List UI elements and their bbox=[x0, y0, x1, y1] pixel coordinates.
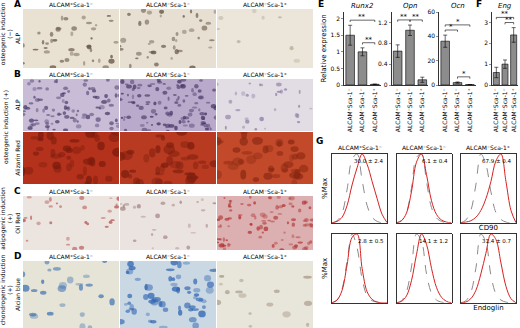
html-text:E: E bbox=[318, 0, 325, 9]
html-text:A: A bbox=[14, 0, 21, 9]
svg-text:0: 0 bbox=[336, 81, 340, 88]
svg-text:Endoglin: Endoglin bbox=[473, 304, 503, 312]
svg-text:60: 60 bbox=[427, 8, 435, 15]
svg-text:ALCAM⁻Sca-1⁻: ALCAM⁻Sca-1⁻ bbox=[358, 88, 365, 132]
svg-text:2: 2 bbox=[336, 15, 340, 22]
svg-text:ALCAM⁺Sca-1⁻: ALCAM⁺Sca-1⁻ bbox=[346, 88, 353, 132]
svg-text:14.1 ± 1.2: 14.1 ± 1.2 bbox=[419, 238, 448, 244]
svg-text:0.8: 0.8 bbox=[378, 39, 388, 46]
html-text:osteogenic induction (+): osteogenic induction (+) bbox=[2, 89, 10, 165]
svg-text:0: 0 bbox=[484, 81, 488, 88]
svg-text:ALCAM⁻Sca-1⁻: ALCAM⁻Sca-1⁻ bbox=[402, 144, 446, 151]
html-text:Oil Red: Oil Red bbox=[13, 212, 21, 234]
svg-text:0: 0 bbox=[431, 81, 435, 88]
html-text:ALCAM⁻Sca-1⁺: ALCAM⁻Sca-1⁺ bbox=[243, 188, 287, 195]
html-text:ALCAM⁺Sca-1⁻: ALCAM⁺Sca-1⁻ bbox=[49, 188, 93, 195]
svg-text:**: ** bbox=[501, 10, 509, 18]
svg-text:0: 0 bbox=[384, 81, 388, 88]
html-text:ALP: ALP bbox=[13, 33, 21, 44]
svg-text:0.5: 0.5 bbox=[330, 65, 340, 72]
svg-text:ALCAM⁻Sca-1⁺: ALCAM⁻Sca-1⁺ bbox=[371, 88, 378, 132]
svg-text:*: * bbox=[449, 23, 453, 31]
svg-text:1: 1 bbox=[336, 48, 340, 55]
html-text:Alcian blue: Alcian blue bbox=[13, 278, 21, 311]
svg-text:0.4: 0.4 bbox=[378, 60, 388, 67]
svg-text:*: * bbox=[456, 18, 460, 26]
svg-text:2: 2 bbox=[484, 39, 488, 46]
svg-text:1: 1 bbox=[484, 60, 488, 67]
html-text:ALCAM⁺Sca-1⁻: ALCAM⁺Sca-1⁻ bbox=[49, 1, 93, 8]
svg-text:3: 3 bbox=[484, 19, 488, 26]
svg-text:*: * bbox=[462, 70, 466, 78]
html-text:ALCAM⁻Sca-1⁻: ALCAM⁻Sca-1⁻ bbox=[146, 188, 190, 195]
svg-text:ALCAM⁻Sca-1⁺: ALCAM⁻Sca-1⁺ bbox=[510, 88, 517, 132]
svg-text:Opn: Opn bbox=[403, 2, 417, 10]
svg-text:ALCAM⁺Sca-1⁻: ALCAM⁺Sca-1⁻ bbox=[492, 88, 499, 132]
svg-text:**: ** bbox=[358, 13, 366, 21]
html-text:G: G bbox=[316, 136, 324, 146]
svg-text:CD90: CD90 bbox=[479, 224, 498, 232]
html-text:ALCAM⁻Sca-1⁺: ALCAM⁻Sca-1⁺ bbox=[243, 253, 287, 260]
svg-text:ALCAM⁺Sca-1⁻: ALCAM⁺Sca-1⁻ bbox=[441, 88, 448, 132]
svg-text:**: ** bbox=[400, 13, 408, 21]
html-text:adipogenic induction (+): adipogenic induction (+) bbox=[0, 187, 13, 250]
svg-text:Relative expression: Relative expression bbox=[320, 14, 328, 82]
html-text:F: F bbox=[476, 0, 483, 9]
html-text:ALCAM⁻Sca-1⁻: ALCAM⁻Sca-1⁻ bbox=[146, 71, 190, 78]
svg-text:ALCAM⁻Sca-1⁻: ALCAM⁻Sca-1⁻ bbox=[501, 88, 508, 132]
svg-text:ALCAM⁻Sca-1⁺: ALCAM⁻Sca-1⁺ bbox=[466, 88, 473, 132]
html-text:chondrogenic induction (+): chondrogenic induction (+) bbox=[0, 254, 13, 326]
svg-text:1.2: 1.2 bbox=[378, 19, 388, 26]
html-text:C: C bbox=[14, 186, 21, 196]
html-text:osteogenic induction (−): osteogenic induction (−) bbox=[0, 2, 13, 66]
svg-text:ALCAM⁺Sca-1⁻: ALCAM⁺Sca-1⁻ bbox=[394, 88, 401, 132]
svg-text:ALCAM⁻Sca-1⁺: ALCAM⁻Sca-1⁺ bbox=[418, 88, 425, 132]
html-text:ALCAM⁻Sca-1⁻: ALCAM⁻Sca-1⁻ bbox=[146, 253, 190, 260]
svg-text:**: ** bbox=[505, 16, 513, 24]
html-text:ALCAM⁺Sca-1⁻: ALCAM⁺Sca-1⁻ bbox=[49, 253, 93, 260]
svg-text:1.5: 1.5 bbox=[330, 31, 340, 38]
html-text:ALCAM⁺Sca-1⁻: ALCAM⁺Sca-1⁻ bbox=[49, 71, 93, 78]
html-text:ALP: ALP bbox=[13, 99, 21, 111]
html-text:ALCAM⁻Sca-1⁻: ALCAM⁻Sca-1⁻ bbox=[146, 1, 190, 8]
svg-text:ALCAM⁺Sca-1⁻: ALCAM⁺Sca-1⁻ bbox=[338, 144, 382, 151]
svg-text:6.1 ± 0.4: 6.1 ± 0.4 bbox=[422, 158, 448, 164]
svg-text:Eng: Eng bbox=[498, 2, 512, 10]
svg-text:ALCAM⁻Sca-1⁻: ALCAM⁻Sca-1⁻ bbox=[453, 88, 460, 132]
svg-text:30.0 ± 2.4: 30.0 ± 2.4 bbox=[354, 158, 384, 164]
svg-text:**: ** bbox=[412, 13, 420, 21]
html-text:D: D bbox=[14, 251, 22, 261]
svg-text:2.8 ± 0.5: 2.8 ± 0.5 bbox=[358, 238, 384, 244]
svg-text:**: ** bbox=[365, 36, 373, 44]
svg-text:67.9 ± 0.4: 67.9 ± 0.4 bbox=[482, 158, 512, 164]
svg-text:ALCAM⁻Sca-1⁺: ALCAM⁻Sca-1⁺ bbox=[466, 144, 510, 151]
html-text:ALCAM⁻Sca-1⁺: ALCAM⁻Sca-1⁺ bbox=[243, 71, 287, 78]
svg-text:ALCAM⁻Sca-1⁻: ALCAM⁻Sca-1⁻ bbox=[406, 88, 413, 132]
svg-text:40: 40 bbox=[427, 32, 435, 39]
html-text:Alizarin Red: Alizarin Red bbox=[13, 140, 21, 176]
svg-text:%Max: %Max bbox=[321, 178, 329, 199]
svg-text:%Max: %Max bbox=[321, 258, 329, 279]
svg-text:31.4 ± 0.7: 31.4 ± 0.7 bbox=[482, 238, 512, 244]
svg-text:Runx2: Runx2 bbox=[351, 2, 374, 10]
svg-text:Ocn: Ocn bbox=[451, 2, 465, 10]
html-text:B: B bbox=[14, 69, 21, 79]
html-text:ALCAM⁻Sca-1⁺: ALCAM⁻Sca-1⁺ bbox=[243, 1, 287, 8]
svg-text:20: 20 bbox=[427, 57, 435, 64]
